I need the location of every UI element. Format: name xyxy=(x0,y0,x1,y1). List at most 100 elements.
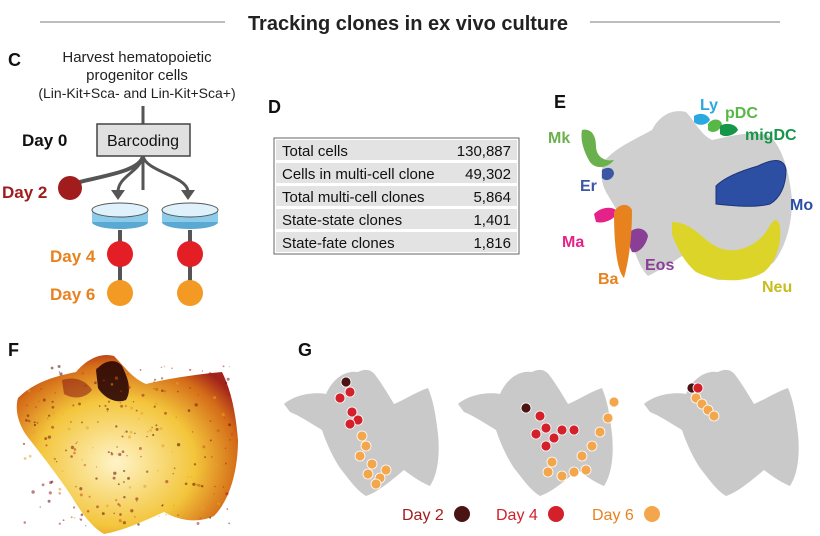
culture-dish-left xyxy=(91,202,149,229)
f-speckle-dot xyxy=(165,479,169,484)
legend-day4-swatch xyxy=(548,506,564,522)
legend-day6-label: Day 6 xyxy=(592,507,634,524)
day2-label: Day 2 xyxy=(2,183,47,202)
f-speckle-dot xyxy=(155,387,159,391)
f-speckle-dot xyxy=(92,447,94,449)
f-speckle-dot xyxy=(135,500,138,502)
f-speckle-dot xyxy=(70,455,73,458)
f-speckle-dot xyxy=(141,393,145,397)
f-speckle-dot xyxy=(143,484,147,488)
cluster-ba xyxy=(614,204,632,278)
cluster-label-eos: Eos xyxy=(645,257,674,274)
f-speckle-dot xyxy=(62,519,65,522)
f-speckle-dot xyxy=(39,506,41,508)
cluster-label-neu: Neu xyxy=(762,279,792,296)
barcoding-box xyxy=(96,123,191,157)
f-speckle-dot xyxy=(210,472,212,475)
f-speckle xyxy=(22,364,234,527)
f-speckle-dot xyxy=(84,385,87,387)
f-speckle-dot xyxy=(139,368,142,371)
dish-left-arrowhead xyxy=(111,190,125,200)
f-speckle-dot xyxy=(171,451,173,453)
clone-embedding-2 xyxy=(458,369,620,496)
f-speckle-dot xyxy=(27,389,31,393)
f-speckle-dot xyxy=(177,514,179,516)
f-speckle-dot xyxy=(38,400,40,403)
f-speckle-dot xyxy=(189,387,191,389)
f-speckle-dot xyxy=(155,424,158,427)
f-speckle-dot xyxy=(151,426,153,429)
f-speckle-dot xyxy=(123,495,126,499)
f-speckle-dot xyxy=(33,423,37,427)
f-speckle-dot xyxy=(47,499,51,503)
f-speckle-dot xyxy=(135,497,139,501)
f-speckle-dot xyxy=(176,443,181,447)
f-speckle-dot xyxy=(200,484,204,488)
f-speckle-dot xyxy=(52,412,55,415)
f-speckle-dot xyxy=(106,410,109,412)
f-speckle-dot xyxy=(146,430,149,433)
f-speckle-dot xyxy=(92,369,95,372)
f-speckle-dot xyxy=(199,517,202,520)
table-row-value: 5,864 xyxy=(473,189,511,206)
f-speckle-dot xyxy=(209,516,212,519)
f-speckle-dot xyxy=(97,421,99,423)
day4-dot-left xyxy=(107,241,133,267)
f-embedding-density xyxy=(16,354,239,534)
f-speckle-dot xyxy=(153,381,155,383)
f-speckle-dot xyxy=(153,405,156,408)
f-speckle-dot xyxy=(228,522,231,525)
f-speckle-dot xyxy=(116,446,118,448)
f-speckle-dot xyxy=(123,431,126,433)
f-speckle-dot xyxy=(94,381,97,385)
f-speckle-dot xyxy=(222,486,225,488)
f-speckle-dot xyxy=(27,419,31,423)
f-speckle-dot xyxy=(196,522,200,525)
table-row-label: Total multi-cell clones xyxy=(282,189,425,206)
f-speckle-dot xyxy=(44,437,48,441)
panel-d: D Total cells 130,887 Cells in multi-cel… xyxy=(268,97,520,255)
cluster-er xyxy=(602,167,614,181)
f-speckle-dot xyxy=(61,470,64,473)
f-speckle-dot xyxy=(129,430,133,434)
f-speckle-dot xyxy=(106,408,109,411)
f-speckle-dot xyxy=(58,522,61,525)
f-speckle-dot xyxy=(230,432,234,436)
f-speckle-dot xyxy=(211,456,213,458)
f-speckle-dot xyxy=(26,414,30,417)
harvest-text-line2: progenitor cells xyxy=(86,67,188,84)
f-speckle-dot xyxy=(113,512,115,515)
f-speckle-dot xyxy=(132,401,135,403)
f-speckle-dot xyxy=(59,372,63,376)
f-speckle-dot xyxy=(228,366,231,368)
cluster-label-migdc: migDC xyxy=(745,127,797,144)
f-speckle-dot xyxy=(198,484,201,487)
legend-day4-label: Day 4 xyxy=(496,507,538,524)
day0-label: Day 0 xyxy=(22,131,67,150)
f-speckle-dot xyxy=(146,470,149,473)
f-speckle-dot xyxy=(156,469,159,472)
table-row-value: 130,887 xyxy=(457,143,511,160)
dish-right-arrowhead xyxy=(181,190,195,200)
f-speckle-dot xyxy=(22,442,26,445)
f-speckle-dot xyxy=(65,449,67,452)
f-speckle-dot xyxy=(228,423,231,427)
f-speckle-dot xyxy=(95,466,98,468)
panel-e: E Ly pDC migDC Mk Er Mo Ma Eos Ba Neu xyxy=(548,92,813,296)
f-speckle-dot xyxy=(31,490,35,494)
f-speckle-dot xyxy=(161,389,164,393)
f-speckle-dot xyxy=(138,418,140,420)
f-speckle-dot xyxy=(209,439,212,442)
f-speckle-dot xyxy=(85,525,87,527)
f-speckle-dot xyxy=(76,441,78,443)
cluster-mk xyxy=(581,129,614,168)
f-speckle-dot xyxy=(46,417,49,420)
f-speckle-dot xyxy=(189,368,192,372)
table-row-label: State-fate clones xyxy=(282,235,395,252)
f-speckle-dot xyxy=(34,405,38,409)
f-speckle-dot xyxy=(107,400,111,403)
f-speckle-dot xyxy=(112,476,116,480)
f-speckle-dot xyxy=(55,460,58,463)
f-speckle-dot xyxy=(227,393,230,396)
f-speckle-dot xyxy=(28,454,32,458)
